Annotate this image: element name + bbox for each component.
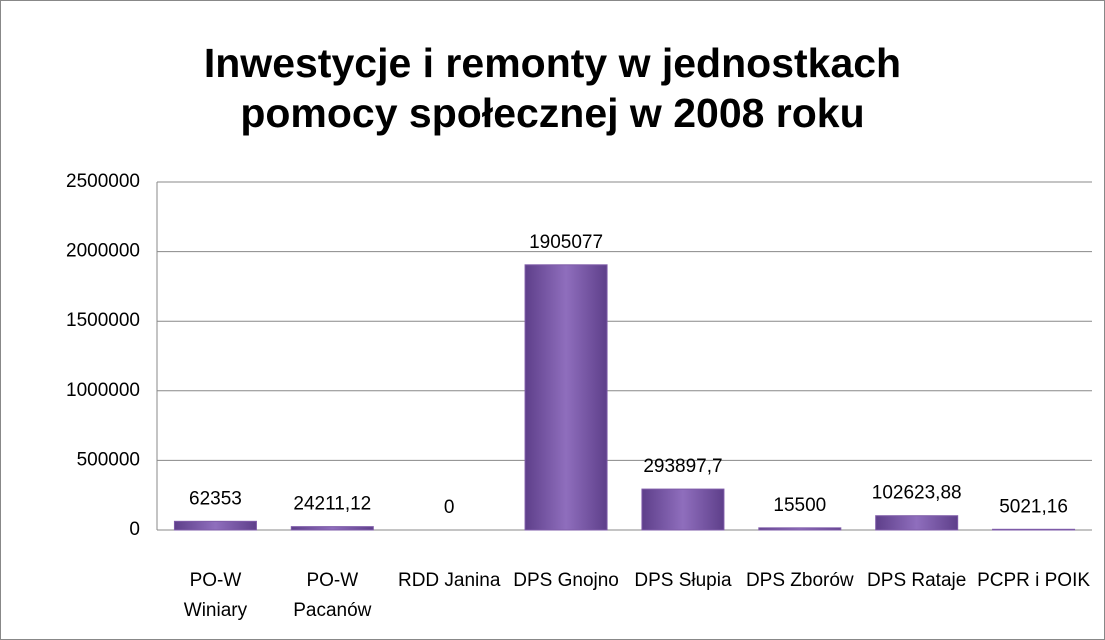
data-label: 0 (444, 497, 455, 518)
data-label: 1905077 (529, 232, 603, 253)
data-label: 102623,88 (872, 483, 962, 504)
x-tick-label: DPS Słupia (634, 570, 732, 591)
data-label: 293897,7 (643, 456, 722, 477)
x-tick-label: DPS Gnojno (513, 570, 619, 591)
data-label: 62353 (189, 488, 242, 509)
y-tick-label: 1000000 (66, 380, 140, 401)
bar (173, 520, 257, 531)
y-tick-label: 500000 (77, 449, 140, 470)
bar (290, 526, 374, 531)
x-tick-label: DPS Zborów (745, 570, 854, 591)
data-label: 24211,12 (293, 494, 371, 515)
bar (875, 515, 959, 531)
bar (524, 264, 608, 531)
chart-title: Inwestycje i remonty w jednostkach pomoc… (203, 40, 902, 136)
data-label: 15500 (773, 495, 826, 516)
y-tick-label: 0 (129, 519, 140, 540)
bar (992, 528, 1076, 531)
data-label: 5021,16 (999, 496, 1068, 517)
x-tick-label: DPS Rataje (867, 570, 967, 591)
y-tick-label: 2000000 (66, 241, 140, 262)
x-tick-label: PO-W Winiary (183, 570, 248, 621)
y-tick-label: 1500000 (66, 310, 140, 331)
bar (641, 488, 725, 531)
y-tick-label: 2500000 (66, 171, 140, 192)
x-tick-label: PCPR i POIK (977, 570, 1091, 591)
x-tick-label: RDD Janina (397, 570, 501, 591)
bar (758, 527, 842, 531)
x-tick-label: PO-W Pacanów (293, 570, 372, 621)
